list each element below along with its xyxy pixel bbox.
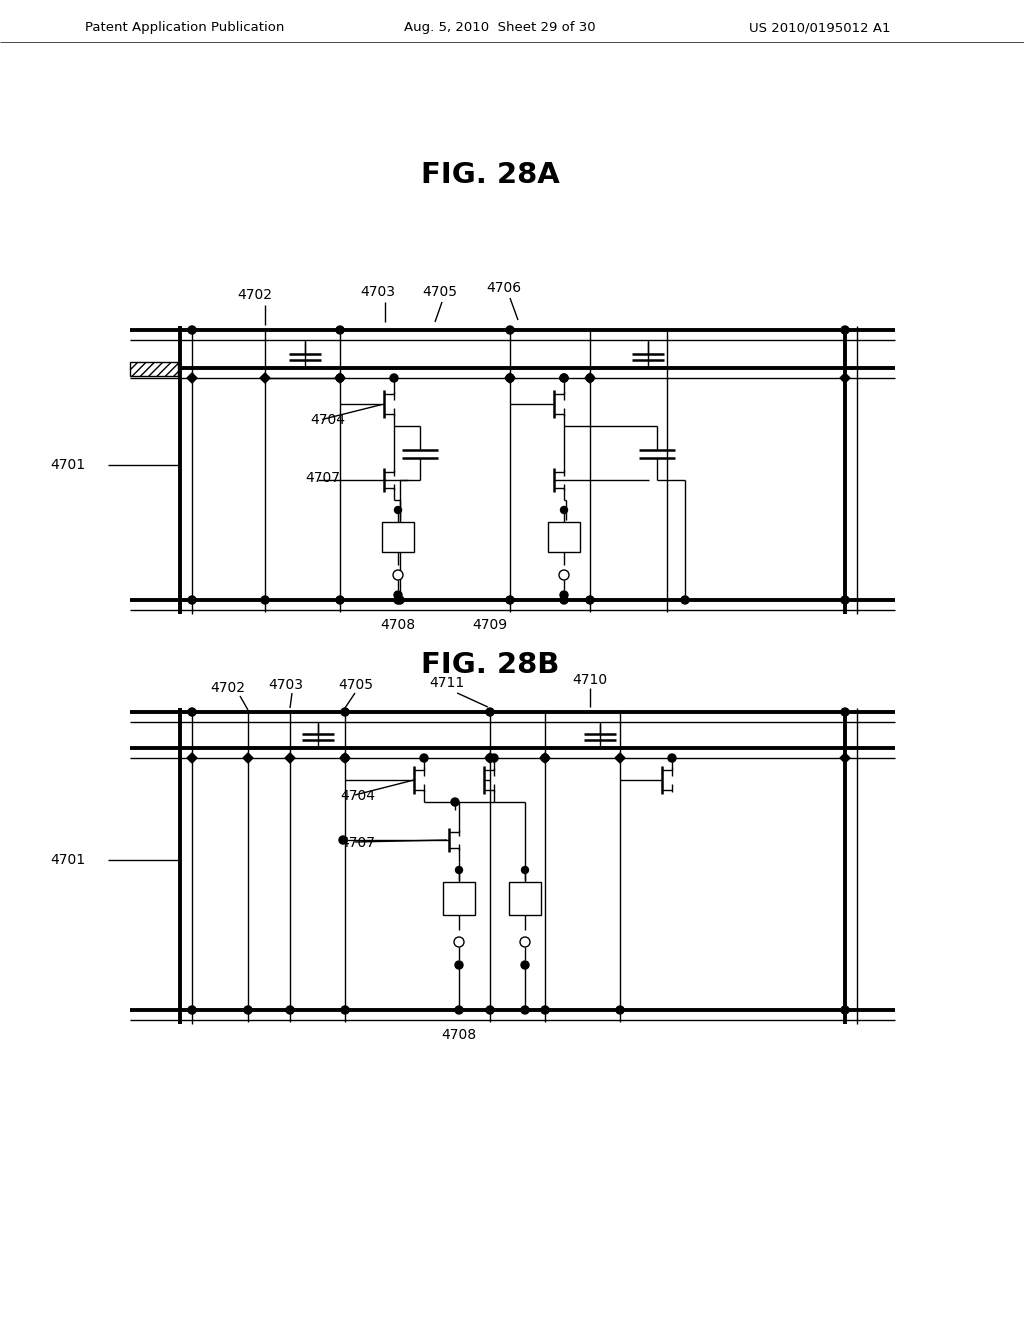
- Circle shape: [341, 1006, 349, 1014]
- Polygon shape: [540, 752, 550, 763]
- Text: 4708: 4708: [441, 1028, 476, 1041]
- Text: 4701: 4701: [50, 853, 85, 867]
- Circle shape: [339, 836, 347, 843]
- Text: 4703: 4703: [268, 678, 303, 692]
- Circle shape: [486, 754, 494, 762]
- Circle shape: [455, 961, 463, 969]
- Circle shape: [541, 1006, 549, 1014]
- Circle shape: [506, 374, 514, 381]
- Polygon shape: [840, 374, 850, 383]
- Circle shape: [336, 374, 344, 381]
- Circle shape: [244, 1006, 252, 1014]
- Circle shape: [520, 937, 530, 946]
- Text: 4706: 4706: [486, 281, 521, 294]
- Polygon shape: [187, 374, 197, 383]
- Text: 4707: 4707: [340, 836, 375, 850]
- Circle shape: [336, 597, 344, 605]
- Circle shape: [394, 591, 402, 599]
- Circle shape: [559, 570, 569, 579]
- Text: Patent Application Publication: Patent Application Publication: [85, 21, 285, 34]
- Bar: [443, 882, 475, 915]
- Circle shape: [586, 374, 594, 381]
- Circle shape: [560, 374, 568, 381]
- Circle shape: [394, 597, 402, 605]
- Circle shape: [486, 1006, 494, 1014]
- Circle shape: [681, 597, 689, 605]
- Circle shape: [560, 591, 568, 599]
- Circle shape: [841, 326, 849, 334]
- Text: Aug. 5, 2010  Sheet 29 of 30: Aug. 5, 2010 Sheet 29 of 30: [404, 21, 596, 34]
- Text: FIG. 28A: FIG. 28A: [421, 161, 559, 189]
- Circle shape: [841, 597, 849, 605]
- Text: US 2010/0195012 A1: US 2010/0195012 A1: [750, 21, 891, 34]
- Circle shape: [396, 597, 404, 605]
- Circle shape: [188, 597, 196, 605]
- Circle shape: [521, 1006, 529, 1014]
- Circle shape: [486, 708, 494, 715]
- Text: 4709: 4709: [472, 618, 508, 632]
- Circle shape: [560, 507, 567, 513]
- Text: 4708: 4708: [381, 618, 416, 632]
- Text: 4701: 4701: [50, 458, 85, 473]
- Text: 4704: 4704: [340, 789, 375, 803]
- Polygon shape: [615, 752, 625, 763]
- Circle shape: [841, 1006, 849, 1014]
- Text: 4703: 4703: [360, 285, 395, 300]
- Circle shape: [506, 374, 514, 381]
- Circle shape: [188, 708, 196, 715]
- Polygon shape: [485, 752, 495, 763]
- Polygon shape: [505, 374, 515, 383]
- Circle shape: [454, 937, 464, 946]
- Polygon shape: [335, 374, 345, 383]
- Text: FIG. 28B: FIG. 28B: [421, 651, 559, 678]
- Circle shape: [616, 1006, 624, 1014]
- Circle shape: [668, 754, 676, 762]
- Polygon shape: [285, 752, 295, 763]
- Polygon shape: [243, 752, 253, 763]
- Polygon shape: [585, 374, 595, 383]
- Circle shape: [420, 754, 428, 762]
- Text: 4705: 4705: [339, 678, 374, 692]
- Circle shape: [456, 866, 463, 874]
- Bar: [382, 521, 414, 552]
- Circle shape: [451, 799, 459, 807]
- Circle shape: [490, 754, 498, 762]
- Polygon shape: [187, 752, 197, 763]
- Text: 4704: 4704: [310, 413, 345, 426]
- Circle shape: [286, 1006, 294, 1014]
- Circle shape: [341, 708, 349, 715]
- Text: 4707: 4707: [305, 471, 340, 484]
- Circle shape: [394, 507, 401, 513]
- Bar: [509, 882, 541, 915]
- Circle shape: [506, 597, 514, 605]
- Circle shape: [521, 961, 529, 969]
- Text: 4702: 4702: [238, 288, 272, 302]
- Circle shape: [455, 1006, 463, 1014]
- Circle shape: [188, 1006, 196, 1014]
- Circle shape: [341, 754, 349, 762]
- Circle shape: [521, 866, 528, 874]
- Circle shape: [390, 374, 398, 381]
- Circle shape: [560, 374, 568, 381]
- Text: 4702: 4702: [211, 681, 246, 696]
- Text: 4705: 4705: [423, 285, 458, 300]
- Polygon shape: [840, 752, 850, 763]
- Circle shape: [336, 326, 344, 334]
- Circle shape: [541, 754, 549, 762]
- Circle shape: [506, 326, 514, 334]
- Text: 4710: 4710: [572, 673, 607, 686]
- Text: 4711: 4711: [429, 676, 465, 690]
- Circle shape: [560, 597, 568, 605]
- Bar: [130, 362, 178, 376]
- Circle shape: [393, 570, 403, 579]
- Circle shape: [261, 597, 269, 605]
- Circle shape: [841, 708, 849, 715]
- Polygon shape: [260, 374, 270, 383]
- Circle shape: [188, 326, 196, 334]
- Bar: [548, 521, 580, 552]
- Polygon shape: [340, 752, 350, 763]
- Circle shape: [586, 597, 594, 605]
